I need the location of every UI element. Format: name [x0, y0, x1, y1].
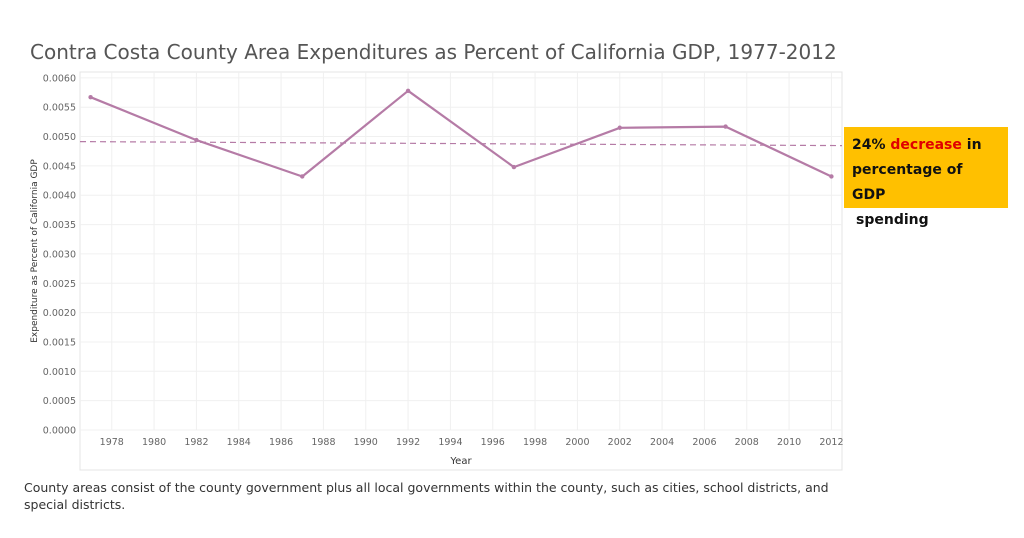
x-tick-label: 1990 — [354, 437, 378, 448]
x-tick-label: 1982 — [184, 437, 208, 448]
x-tick-label: 2004 — [650, 437, 674, 448]
data-point — [617, 125, 622, 130]
series-line — [90, 89, 832, 178]
x-tick-label: 1992 — [396, 437, 420, 448]
chart-title: Contra Costa County Area Expenditures as… — [30, 40, 837, 64]
x-tick-label: 1988 — [311, 437, 335, 448]
x-tick-label: 1996 — [481, 437, 505, 448]
y-tick-label: 0.0040 — [43, 191, 76, 202]
data-point — [300, 174, 305, 179]
data-point — [511, 164, 517, 170]
y-tick-label: 0.0035 — [43, 220, 76, 231]
callout-line-2: percentage of GDP — [852, 162, 963, 203]
y-tick-label: 0.0020 — [43, 308, 76, 319]
data-point — [88, 95, 93, 100]
y-tick-label: 0.0045 — [43, 161, 76, 172]
x-tick-label: 2002 — [608, 437, 632, 448]
plot-frame — [79, 71, 843, 471]
x-tick-label: 2012 — [819, 437, 843, 448]
y-tick-label: 0.0025 — [43, 279, 76, 290]
callout-suffix: in — [961, 137, 982, 153]
reference-trend-line — [79, 141, 843, 147]
x-tick-label: 2000 — [565, 437, 589, 448]
x-axis-title: Year — [449, 456, 472, 467]
y-tick-label: 0.0005 — [43, 396, 76, 407]
callout-line-3: spending — [856, 212, 929, 228]
x-tick-label: 2006 — [692, 437, 716, 448]
y-tick-label: 0.0010 — [43, 367, 76, 378]
footnote: County areas consist of the county gover… — [24, 480, 829, 512]
decrease-callout: 24% decrease in percentage of GDP spendi… — [844, 127, 1008, 228]
y-tick-label: 0.0000 — [43, 426, 76, 437]
y-axis-title: Expenditure as Percent of California GDP — [30, 159, 40, 343]
x-tick-label: 1978 — [100, 437, 124, 448]
y-tick-label: 0.0060 — [43, 73, 76, 84]
callout-line-1: 24% decrease in — [852, 133, 1000, 158]
y-tick-label: 0.0030 — [43, 249, 76, 260]
y-tick-label: 0.0015 — [43, 337, 76, 348]
x-tick-label: 1998 — [523, 437, 547, 448]
callout-prefix: 24% — [852, 137, 891, 153]
x-tick-label: 1984 — [227, 437, 251, 448]
x-tick-label: 1986 — [269, 437, 293, 448]
data-point — [829, 174, 834, 179]
x-tick-label: 1980 — [142, 437, 166, 448]
x-tick-label: 1994 — [438, 437, 462, 448]
data-point — [405, 88, 411, 93]
y-tick-label: 0.0055 — [43, 103, 76, 114]
data-point — [723, 124, 728, 129]
data-point — [194, 137, 199, 143]
x-tick-label: 2010 — [777, 437, 801, 448]
callout-highlight: decrease — [890, 137, 962, 153]
x-tick-label: 2008 — [735, 437, 759, 448]
y-tick-label: 0.0050 — [43, 132, 76, 143]
